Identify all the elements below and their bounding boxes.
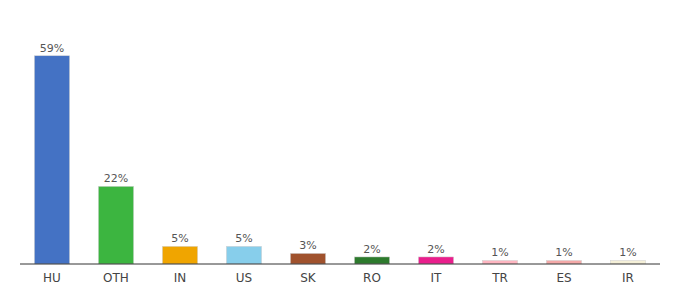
bar [98,186,133,264]
x-tick-label: HU [43,271,61,285]
bar [546,260,581,264]
bar [290,253,325,264]
bar [610,260,645,264]
data-label: 1% [555,246,572,259]
x-tick-label: TR [491,271,508,285]
x-tick-label: ES [556,271,571,285]
x-tick-label: IR [622,271,634,285]
data-label: 1% [619,246,636,259]
data-label: 2% [363,243,380,256]
bar [418,257,453,264]
bar [354,257,389,264]
chart: 59% 22% 5% 5% 3% 2% 2% 1% 1% 1% HU OTH IN US SK RO IT TR E… [0,0,680,300]
data-label: 59% [40,42,64,55]
bar [34,56,69,264]
bar [482,260,517,264]
data-label: 22% [104,172,128,185]
data-label: 5% [171,232,188,245]
bars [34,56,645,264]
x-tick-label: OTH [103,271,129,285]
x-tick-label: IT [431,271,443,285]
x-tick-label: IN [174,271,187,285]
data-label: 5% [235,232,252,245]
chart-container: 59% 22% 5% 5% 3% 2% 2% 1% 1% 1% HU OTH IN US SK RO IT TR E… [0,0,680,300]
data-label: 1% [491,246,508,259]
x-tick-label: US [236,271,252,285]
x-tick-label: SK [300,271,317,285]
data-label: 2% [427,243,444,256]
x-axis-line [20,264,660,265]
data-label: 3% [299,239,316,252]
x-tick-label: RO [363,271,381,285]
data-labels: 59% 22% 5% 5% 3% 2% 2% 1% 1% 1% [40,42,637,260]
bar [226,246,261,264]
bar [162,246,197,264]
x-tick-labels: HU OTH IN US SK RO IT TR ES IR [43,271,634,285]
